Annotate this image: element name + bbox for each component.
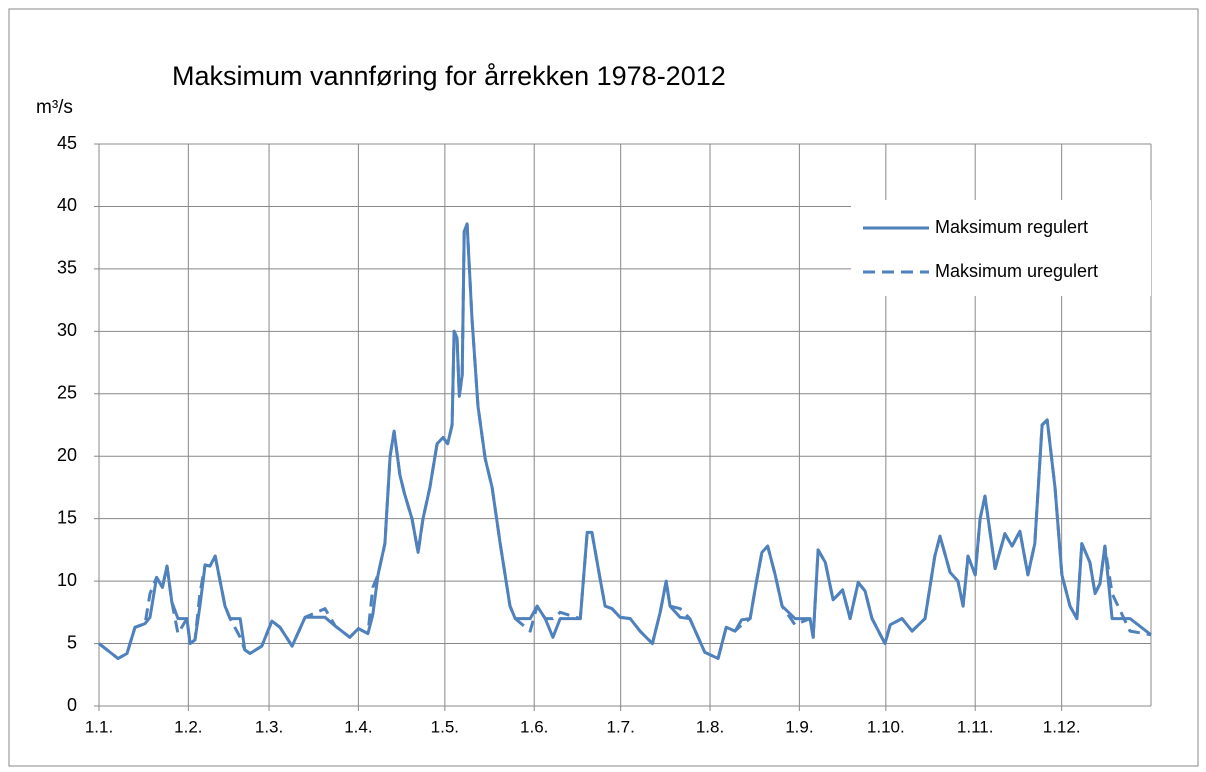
x-tick-label: 1.6. [520, 717, 548, 736]
x-tick-label: 1.9. [785, 717, 813, 736]
line-series [98, 222, 1152, 660]
x-tick-label: 1.3. [255, 717, 283, 736]
y-tick-label: 40 [57, 195, 77, 215]
legend-label: Maksimum uregulert [935, 261, 1098, 281]
x-tick-label: 1.12. [1043, 717, 1081, 736]
y-tick-label: 35 [57, 258, 77, 278]
y-tick-label: 15 [57, 507, 77, 527]
y-tick-label: 45 [57, 133, 77, 153]
x-tick-label: 1.8. [696, 717, 724, 736]
x-tick-label: 1.5. [431, 717, 459, 736]
y-tick-label: 25 [57, 383, 77, 403]
y-tick-label: 30 [57, 320, 77, 340]
x-tick-label: 1.1. [85, 717, 113, 736]
chart-frame [8, 8, 1199, 767]
y-tick-label: 10 [57, 570, 77, 590]
x-tick-label: 1.4. [344, 717, 372, 736]
y-tick-label: 20 [57, 445, 77, 465]
legend-label: Maksimum regulert [935, 217, 1088, 237]
x-tick-label: 1.7. [606, 717, 634, 736]
x-tick-label: 1.10. [867, 717, 905, 736]
chart-title: Maksimum vannføring for årrekken 1978-20… [172, 61, 726, 91]
y-axis-label: m³/s [36, 97, 73, 118]
x-tick-label: 1.11. [957, 717, 994, 736]
x-tick-label: 1.2. [174, 717, 202, 736]
y-tick-label: 0 [67, 695, 77, 715]
legend-box [851, 200, 1151, 296]
y-tick-label: 5 [67, 632, 77, 652]
